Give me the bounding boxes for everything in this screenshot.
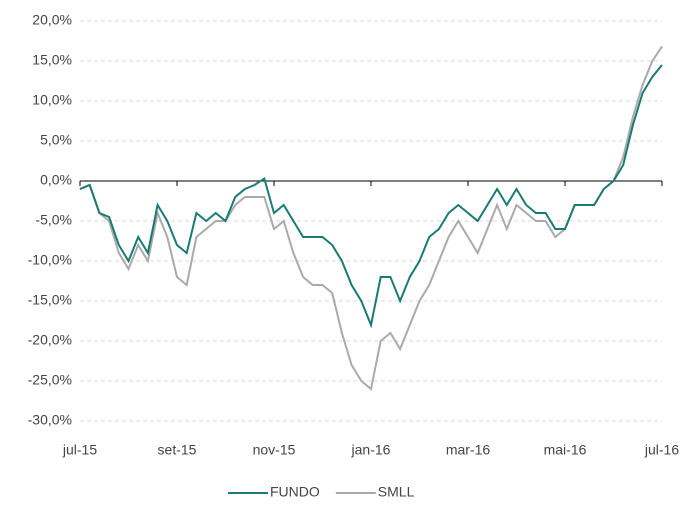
y-tick-label: -25,0% xyxy=(28,372,72,388)
legend-label: SMLL xyxy=(378,484,415,500)
y-tick-label: 0,0% xyxy=(40,172,72,188)
x-tick-label: nov-15 xyxy=(253,442,296,458)
x-tick-label: mar-16 xyxy=(446,442,491,458)
y-tick-label: 15,0% xyxy=(32,52,72,68)
x-tick-label: mai-16 xyxy=(544,442,587,458)
series-line xyxy=(79,64,663,329)
legend-label: FUNDO xyxy=(270,484,320,500)
y-tick-label: 20,0% xyxy=(32,12,72,28)
y-tick-label: 10,0% xyxy=(32,92,72,108)
y-tick-label: -15,0% xyxy=(28,292,72,308)
y-tick-label: -5,0% xyxy=(35,212,72,228)
y-tick-label: -20,0% xyxy=(28,332,72,348)
x-tick-label: jul-15 xyxy=(62,442,97,458)
series-line xyxy=(79,46,663,391)
x-tick-label: jul-16 xyxy=(644,442,679,458)
x-tick-label: jan-16 xyxy=(351,442,391,458)
y-tick-label: -10,0% xyxy=(28,252,72,268)
y-tick-label: 5,0% xyxy=(40,132,72,148)
x-tick-label: set-15 xyxy=(158,442,197,458)
y-tick-label: -30,0% xyxy=(28,412,72,428)
